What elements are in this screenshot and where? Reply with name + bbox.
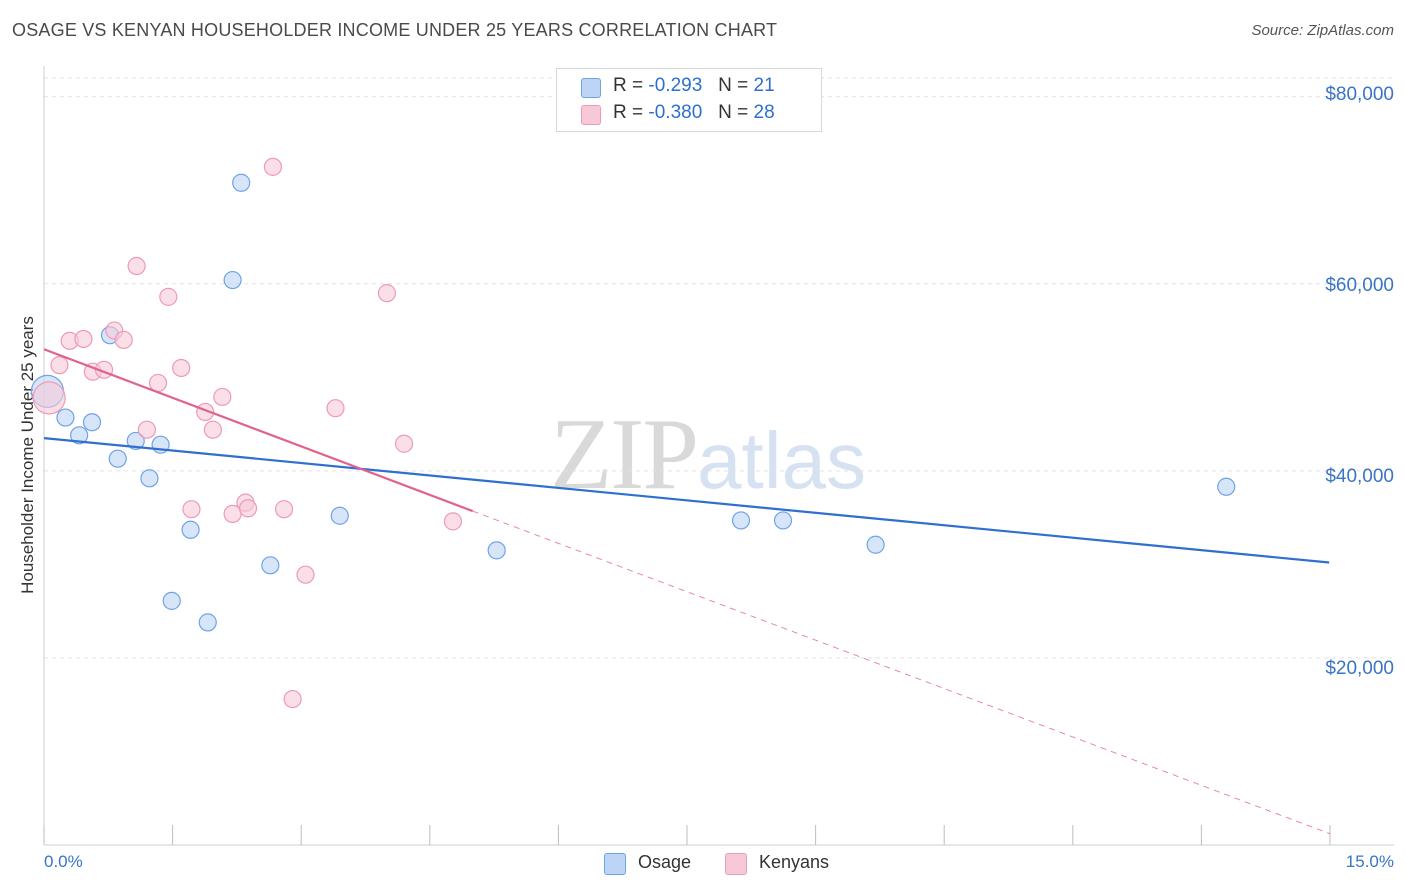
- osage-trend-line: [43, 437, 1330, 564]
- osage-point-5: [108, 449, 127, 468]
- osage-point-3: [82, 413, 102, 432]
- osage-point-14: [261, 556, 280, 575]
- legend-kenyans-label: Kenyans: [759, 852, 830, 872]
- kenyans-point-23: [296, 565, 315, 584]
- kenyans-point-22: [263, 157, 283, 176]
- kenyans-point-25: [377, 284, 397, 303]
- osage-point-18: [773, 511, 793, 530]
- y-tick-label-60000: $60,000: [1325, 275, 1394, 296]
- osage-point-20: [1217, 477, 1236, 496]
- kenyans-point-20: [274, 500, 294, 519]
- osage-point-16: [487, 541, 506, 560]
- osage-point-7: [140, 469, 159, 488]
- kenyans-point-16: [213, 387, 232, 407]
- kenyans-point-7: [114, 330, 133, 350]
- y-tick-label-20000: $20,000: [1325, 658, 1394, 679]
- kenyans-trend-line: [43, 348, 474, 513]
- kenyans-swatch: [581, 105, 601, 125]
- kenyans-point-9: [137, 420, 156, 439]
- osage-point-2: [70, 426, 89, 445]
- osage-point-13: [232, 173, 251, 192]
- osage-point-9: [162, 591, 181, 610]
- kenyans-point-15: [203, 420, 222, 439]
- stats-legend-box: R = -0.293 N = 21 R = -0.380 N = 28: [556, 68, 822, 132]
- kenyans-point-0: [32, 381, 66, 415]
- x-tick-label-max: 15.0%: [1345, 852, 1394, 871]
- kenyans-point-26: [394, 434, 414, 453]
- kenyans-n-value: 28: [753, 102, 775, 123]
- osage-point-15: [330, 506, 349, 525]
- legend-osage-label: Osage: [638, 852, 692, 872]
- osage-point-10: [181, 520, 200, 539]
- kenyans-point-19: [238, 499, 258, 518]
- osage-point-6: [126, 431, 145, 451]
- kenyans-point-24: [326, 399, 345, 418]
- kenyans-r-label: R =: [613, 102, 644, 123]
- osage-n-value: 21: [753, 75, 775, 96]
- legend-osage-swatch: [604, 853, 626, 875]
- kenyans-n-label: N =: [718, 102, 749, 123]
- osage-r-value: -0.293: [648, 75, 703, 96]
- x-tick-label-min: 0.0%: [44, 852, 83, 871]
- kenyans-point-21: [283, 689, 302, 709]
- kenyans-point-13: [182, 500, 201, 519]
- y-tick-label-80000: $80,000: [1325, 84, 1394, 105]
- kenyans-point-1: [50, 356, 69, 375]
- kenyans-r-value: -0.380: [648, 102, 703, 123]
- osage-point-12: [223, 270, 242, 290]
- osage-point-17: [731, 511, 751, 530]
- chart-title: OSAGE VS KENYAN HOUSEHOLDER INCOME UNDER…: [12, 20, 778, 40]
- osage-point-19: [866, 535, 885, 554]
- osage-swatch: [581, 78, 601, 98]
- kenyans-point-12: [172, 358, 191, 378]
- osage-point-1: [56, 408, 75, 427]
- kenyans-point-11: [159, 287, 178, 306]
- kenyans-trend-extension: [472, 510, 1331, 835]
- osage-point-11: [198, 613, 217, 632]
- osage-r-label: R =: [613, 75, 644, 96]
- osage-n-label: N =: [718, 75, 749, 96]
- chart-source: Source: ZipAtlas.com: [1251, 22, 1394, 39]
- y-tick-label-40000: $40,000: [1325, 466, 1394, 487]
- kenyans-point-27: [443, 512, 463, 531]
- kenyans-point-3: [74, 329, 93, 349]
- kenyans-point-8: [127, 256, 146, 276]
- legend-kenyans-swatch: [725, 853, 747, 875]
